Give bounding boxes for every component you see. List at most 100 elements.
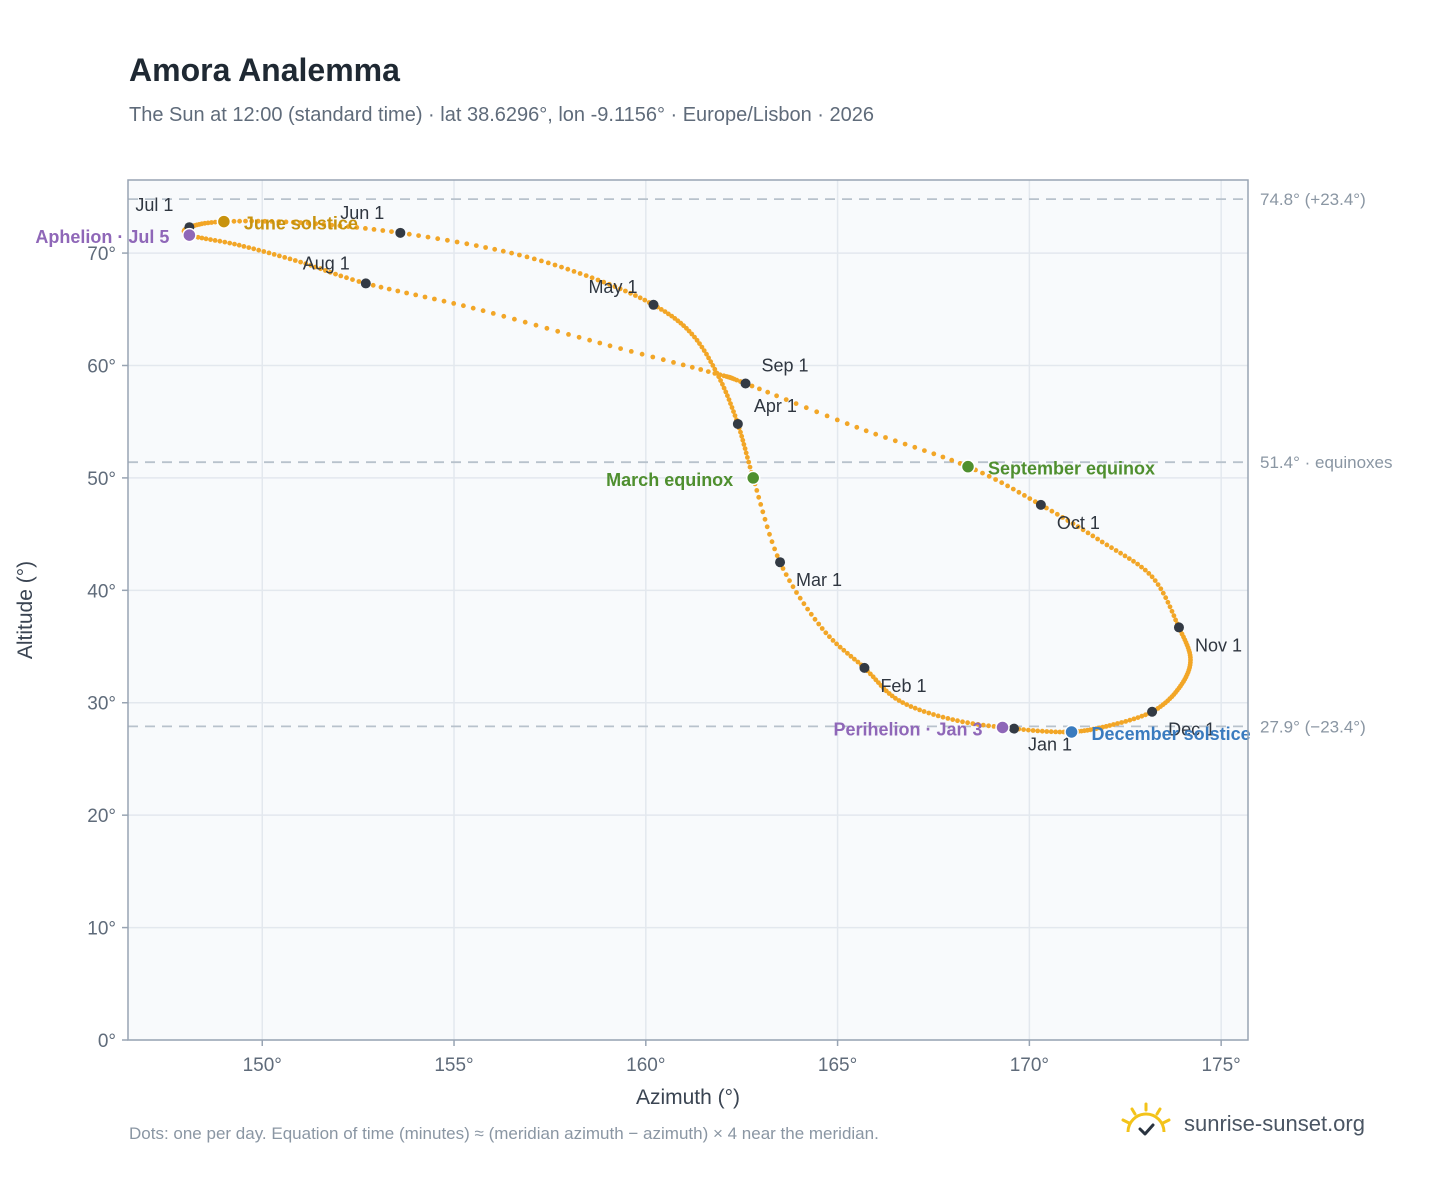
event-label: Perihelion · Jan 3 (833, 719, 982, 739)
event-label: December solstice (1092, 724, 1251, 744)
day-dot (931, 712, 936, 717)
day-dot (1109, 545, 1114, 551)
footnote: Dots: one per day. Equation of time (min… (129, 1124, 879, 1143)
day-dot (940, 714, 946, 720)
day-dot (1090, 533, 1096, 539)
day-dot (464, 241, 470, 247)
day-dot (587, 337, 592, 343)
day-dot (576, 334, 582, 340)
day-dot (712, 371, 718, 376)
day-dot (243, 218, 248, 224)
day-dot (701, 348, 707, 353)
day-dot (694, 337, 700, 343)
day-dot (1169, 608, 1175, 614)
day-dot (470, 305, 476, 311)
day-dot (282, 255, 288, 260)
day-dot (1075, 524, 1081, 530)
month-label: Jan 1 (1028, 735, 1072, 755)
day-dot (762, 516, 768, 522)
day-dot (855, 659, 861, 665)
month-marker (1035, 499, 1046, 510)
reference-line-label: 51.4° · equinoxes (1260, 453, 1393, 472)
day-dot (589, 275, 595, 281)
day-dot (1099, 539, 1105, 545)
day-dot (1146, 571, 1152, 576)
day-dot (760, 509, 766, 515)
event-markers: March equinox June solstice September equi… (35, 214, 1250, 744)
month-marker (360, 278, 371, 289)
day-dot (1095, 536, 1100, 542)
day-dot (837, 644, 843, 650)
day-dot (327, 269, 333, 275)
day-dot (1049, 508, 1055, 514)
day-dot (764, 524, 770, 530)
day-dot (290, 219, 296, 225)
y-tick-label: 50° (87, 469, 116, 490)
day-dot (287, 256, 293, 262)
x-tick-label: 175° (1201, 1055, 1240, 1076)
day-dot (756, 494, 762, 500)
day-dot (1119, 720, 1124, 725)
day-dot (425, 234, 431, 240)
month-label: Feb 1 (880, 676, 926, 696)
month-label: May 1 (588, 277, 637, 297)
day-dot (552, 262, 558, 268)
day-dot (1085, 530, 1091, 536)
day-dot (617, 286, 623, 292)
day-dot (212, 238, 218, 243)
day-dot (531, 256, 537, 262)
day-dot (848, 653, 854, 659)
day-dot (389, 229, 394, 235)
day-dot (318, 266, 323, 272)
day-dot (917, 707, 922, 713)
axis-ticks: 150° 155° 160° 165° 170° 175° 0° 10° 20° 30° 40° 50… (87, 244, 1241, 1076)
day-dot (1173, 617, 1178, 623)
chart-title: Amora Analemma (129, 52, 400, 88)
day-dot (1113, 548, 1119, 553)
day-dot (195, 234, 201, 240)
day-dot (999, 480, 1005, 486)
day-dot (769, 539, 775, 545)
day-dot (960, 719, 965, 725)
day-dot (545, 260, 551, 266)
day-dot (1115, 721, 1120, 726)
month-label: Dec 1 (1168, 720, 1215, 740)
y-tick-label: 70° (87, 244, 116, 265)
day-dot (321, 222, 326, 227)
day-dot (323, 268, 328, 273)
day-dot (699, 344, 705, 350)
day-dot (747, 464, 753, 470)
event-marker (216, 214, 232, 229)
day-dot (1131, 716, 1137, 722)
day-dot (720, 381, 725, 387)
day-dot (827, 634, 832, 640)
day-dot (454, 239, 460, 245)
day-dot (931, 451, 937, 457)
day-dot (1053, 729, 1058, 735)
day-dot (816, 621, 822, 627)
day-dot (1152, 578, 1158, 583)
day-dot (975, 722, 981, 727)
day-dot (1022, 493, 1027, 498)
day-dot (955, 718, 960, 724)
day-dot (854, 424, 860, 430)
month-label: Nov 1 (1195, 635, 1242, 655)
day-dot (597, 340, 603, 346)
day-dot (303, 261, 309, 267)
brand[interactable]: sunrise-sunset.org (1120, 1102, 1365, 1146)
month-marker (732, 418, 743, 429)
day-dot (1044, 729, 1050, 734)
y-tick-label: 40° (87, 581, 116, 602)
day-dot (772, 546, 777, 552)
day-dot (1039, 728, 1045, 734)
x-tick-label: 170° (1010, 1055, 1049, 1076)
month-marker (1009, 723, 1020, 734)
day-dot (1057, 729, 1063, 735)
day-dot (329, 222, 335, 228)
day-dot (774, 393, 779, 399)
day-dot (729, 405, 735, 410)
day-dot (1122, 553, 1128, 559)
day-dot (544, 325, 550, 331)
y-tick-label: 30° (87, 694, 116, 715)
day-dot (741, 442, 747, 447)
